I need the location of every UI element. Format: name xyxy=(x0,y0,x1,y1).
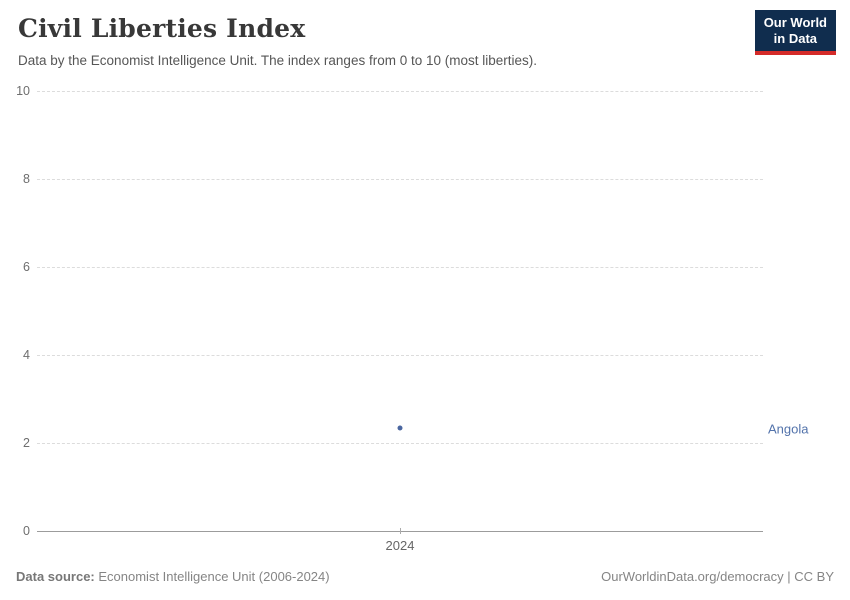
gridline xyxy=(37,443,763,444)
y-tick-label: 8 xyxy=(23,172,30,186)
x-tick-label: 2024 xyxy=(385,538,415,553)
data-point-angola[interactable] xyxy=(397,425,403,431)
chart-title: Civil Liberties Index xyxy=(18,14,306,43)
license-link[interactable]: OurWorldinData.org/democracy | CC BY xyxy=(601,569,834,584)
owid-logo-line1: Our World xyxy=(763,15,827,30)
entity-label-angola[interactable]: Angola xyxy=(768,421,809,437)
y-tick-label: 6 xyxy=(23,260,30,274)
data-source-value: Economist Intelligence Unit (2006-2024) xyxy=(94,569,330,584)
gridline xyxy=(37,355,763,356)
gridline xyxy=(37,267,763,268)
chart-footer: Data source: Economist Intelligence Unit… xyxy=(16,569,834,584)
y-tick-label: 2 xyxy=(23,436,30,450)
y-tick-label: 0 xyxy=(23,524,30,538)
data-source-label: Data source: xyxy=(16,569,95,584)
gridline xyxy=(37,91,763,92)
y-tick-label: 4 xyxy=(23,348,30,362)
y-tick-label: 10 xyxy=(16,84,30,98)
chart-subtitle: Data by the Economist Intelligence Unit.… xyxy=(18,53,537,68)
gridline xyxy=(37,179,763,180)
data-source-note: Data source: Economist Intelligence Unit… xyxy=(16,569,330,584)
owid-logo[interactable]: Our World in Data xyxy=(754,10,836,55)
owid-logo-line2: in Data xyxy=(773,31,818,47)
x-tick-mark xyxy=(400,528,401,534)
